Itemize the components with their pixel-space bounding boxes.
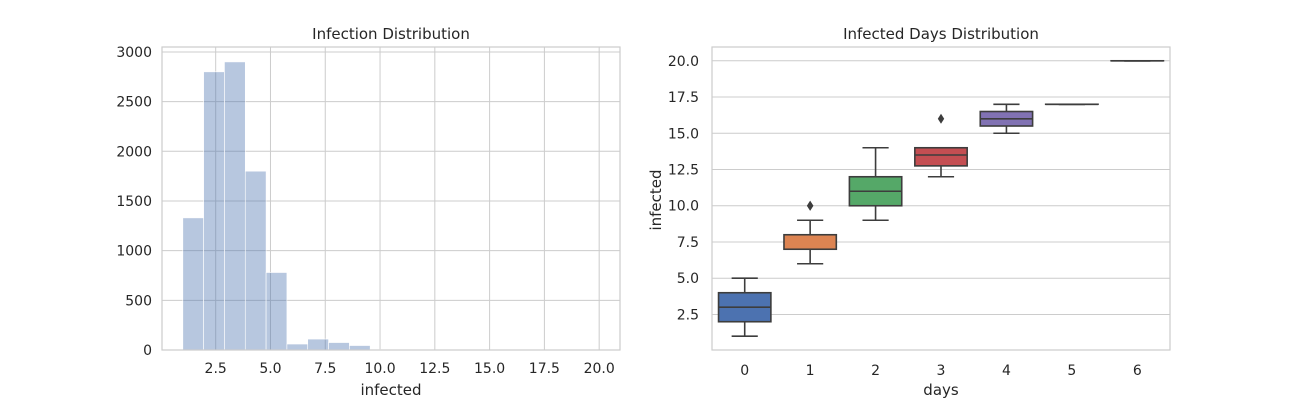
histogram-bar [349, 345, 371, 351]
histogram-y-tick-label: 0 [143, 343, 152, 359]
box-category-1 [783, 200, 838, 265]
boxplot-y-tick-label: 12.5 [668, 163, 699, 179]
box-body [914, 146, 968, 167]
boxplot-x-tick-label: 3 [937, 363, 946, 379]
histogram-x-tick-label: 15.0 [474, 361, 505, 377]
boxplot-y-tick-label: 5.0 [677, 271, 699, 287]
histogram-bar [265, 272, 288, 351]
boxplot-y-tick-label: 20.0 [668, 54, 699, 70]
boxplot-x-tick-label: 0 [740, 363, 749, 379]
histogram-bar [328, 342, 350, 351]
boxplot-x-tick-label: 2 [871, 363, 880, 379]
histogram-y-ticks: 0 500 1000 1500 2000 2500 3000 [116, 45, 152, 359]
box-category-3 [914, 113, 968, 178]
histogram-bar [286, 343, 309, 351]
boxplot-x-label: days [923, 381, 959, 399]
histogram-frame [161, 46, 621, 351]
boxplot-x-tick-label: 5 [1067, 363, 1076, 379]
histogram-y-tick-label: 2000 [116, 144, 152, 160]
boxplot-y-tick-label: 10.0 [668, 199, 699, 215]
boxplot-y-tick-label: 17.5 [668, 90, 699, 106]
histogram-bar [307, 338, 329, 351]
histogram-x-tick-label: 5.0 [259, 361, 281, 377]
boxplot-panel: 0 1 2 3 4 5 6 2.5 5.0 7.5 10.0 12.5 15.0 17.5 20.0 In… [647, 25, 1171, 399]
boxplot-y-tick-label: 15.0 [668, 126, 699, 142]
histogram-y-tick-label: 500 [125, 293, 152, 309]
boxplot-x-tick-label: 4 [1002, 363, 1011, 379]
box-body [783, 233, 838, 251]
boxplot-x-ticks: 0 1 2 3 4 5 6 [740, 363, 1142, 379]
histogram-panel: 2.5 5.0 7.5 10.0 12.5 15.0 17.5 20.0 0 500 1000 15… [116, 25, 621, 399]
histogram-x-tick-label: 17.5 [529, 361, 560, 377]
histogram-bar [203, 71, 225, 351]
histogram-bar [182, 217, 204, 351]
boxplot-x-tick-label: 6 [1133, 363, 1142, 379]
box-category-2 [848, 146, 903, 222]
histogram-x-tick-label: 12.5 [419, 361, 450, 377]
box-category-4 [979, 103, 1034, 135]
boxplot-y-tick-label: 7.5 [677, 235, 699, 251]
boxplot-title: Infected Days Distribution [843, 25, 1039, 43]
histogram-x-ticks: 2.5 5.0 7.5 10.0 12.5 15.0 17.5 20.0 [205, 361, 615, 377]
box-category-0 [717, 277, 772, 338]
histogram-x-tick-label: 10.0 [364, 361, 395, 377]
histogram-title: Infection Distribution [312, 25, 470, 43]
boxplot-boxes [717, 59, 1165, 338]
boxplot-y-tick-label: 2.5 [677, 307, 699, 323]
histogram-x-tick-label: 20.0 [584, 361, 615, 377]
histogram-y-tick-label: 1500 [116, 194, 152, 210]
histogram-y-tick-label: 3000 [116, 45, 152, 61]
histogram-bars [182, 61, 600, 351]
histogram-bar [224, 61, 246, 351]
box-outlier [806, 200, 814, 211]
histogram-y-tick-label: 2500 [116, 95, 152, 111]
histogram-grid [162, 47, 620, 351]
boxplot-y-label: infected [647, 169, 665, 230]
boxplot-y-ticks: 2.5 5.0 7.5 10.0 12.5 15.0 17.5 20.0 [668, 54, 699, 324]
histogram-x-tick-label: 7.5 [314, 361, 336, 377]
box-outlier [937, 113, 945, 124]
boxplot-grid [712, 60, 1170, 315]
histogram-x-label: infected [360, 381, 421, 399]
histogram-bar [244, 170, 267, 351]
boxplot-x-tick-label: 1 [806, 363, 815, 379]
histogram-y-tick-label: 1000 [116, 244, 152, 260]
boxplot-frame [711, 46, 1171, 351]
histogram-x-tick-label: 2.5 [205, 361, 227, 377]
